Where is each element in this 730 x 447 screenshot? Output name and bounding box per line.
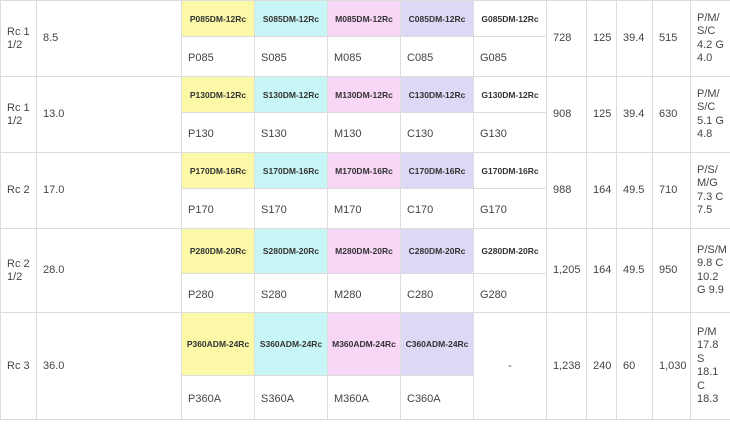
table-row-models: P170 S170 M170 C170 G170 bbox=[1, 188, 730, 229]
spec-n1-cell: 728 bbox=[546, 0, 587, 77]
model-cell: G170 bbox=[473, 188, 547, 229]
model-cell: M360A bbox=[327, 375, 401, 420]
model-cell: G085 bbox=[473, 36, 547, 77]
table-row: Rc 2 1/2 28.0 P280DM-20Rc S280DM-20Rc M280DM… bbox=[0, 228, 730, 313]
model-cell: M130 bbox=[327, 112, 401, 153]
spec-n3-cell: 49.5 bbox=[616, 228, 653, 313]
model-cell: M170 bbox=[327, 188, 401, 229]
spec-n4-cell: 630 bbox=[652, 76, 691, 153]
code-cell: G280DM-20Rc bbox=[473, 228, 547, 274]
code-cell: S280DM-20Rc bbox=[254, 228, 328, 274]
value-cell: 28.0 bbox=[36, 228, 182, 313]
model-cell: C360A bbox=[400, 375, 474, 420]
model-cell: S360A bbox=[254, 375, 328, 420]
spec-n3-cell: 39.4 bbox=[616, 76, 653, 153]
model-cell: S085 bbox=[254, 36, 328, 77]
table-row-models: P280 S280 M280 C280 G280 bbox=[1, 273, 730, 313]
model-cell: P360A bbox=[181, 375, 255, 420]
size-cell: Rc 2 bbox=[0, 152, 37, 229]
model-cell: P170 bbox=[181, 188, 255, 229]
spec-n1-cell: 1,238 bbox=[546, 312, 587, 420]
code-cell: M280DM-20Rc bbox=[327, 228, 401, 274]
spec-n4-cell: 950 bbox=[652, 228, 691, 313]
spec-n3-cell: 39.4 bbox=[616, 0, 653, 77]
code-cell: C085DM-12Rc bbox=[400, 0, 474, 37]
value-cell: 8.5 bbox=[36, 0, 182, 77]
code-cell: S130DM-12Rc bbox=[254, 76, 328, 113]
spec-n2-cell: 125 bbox=[586, 0, 617, 77]
code-cell: C360ADM-24Rc bbox=[400, 312, 474, 376]
code-cell: C130DM-12Rc bbox=[400, 76, 474, 113]
code-cell: M360ADM-24Rc bbox=[327, 312, 401, 376]
model-cell: S280 bbox=[254, 273, 328, 313]
code-cell: P280DM-20Rc bbox=[181, 228, 255, 274]
spec-n3-cell: 60 bbox=[616, 312, 653, 420]
model-cell: S130 bbox=[254, 112, 328, 153]
code-cell: G130DM-12Rc bbox=[473, 76, 547, 113]
code-cell: P130DM-12Rc bbox=[181, 76, 255, 113]
model-cell: M085 bbox=[327, 36, 401, 77]
spec-n2-cell: 164 bbox=[586, 152, 617, 229]
code-cell: C280DM-20Rc bbox=[400, 228, 474, 274]
table-row-models: P360A S360A M360A C360A bbox=[1, 375, 730, 420]
code-cell: M130DM-12Rc bbox=[327, 76, 401, 113]
grade-cell: P/M/ S/C 4.2 G 4.0 bbox=[690, 0, 730, 77]
grade-cell: P/M 17.8 S 18.1 C 18.3 bbox=[690, 312, 730, 420]
spec-n2-cell: 240 bbox=[586, 312, 617, 420]
model-cell: P280 bbox=[181, 273, 255, 313]
spec-n3-cell: 49.5 bbox=[616, 152, 653, 229]
spec-n4-cell: 710 bbox=[652, 152, 691, 229]
value-cell: 13.0 bbox=[36, 76, 182, 153]
code-cell: C170DM-16Rc bbox=[400, 152, 474, 189]
size-cell: Rc 1 1/2 bbox=[0, 0, 37, 77]
spec-n1-cell: 1,205 bbox=[546, 228, 587, 313]
table-row: Rc 3 36.0 P360ADM-24Rc S360ADM-24Rc M360ADM-… bbox=[0, 312, 730, 420]
value-cell: 36.0 bbox=[36, 312, 182, 420]
size-cell: Rc 2 1/2 bbox=[0, 228, 37, 313]
table-row-models: P085 S085 M085 C085 G085 bbox=[1, 36, 730, 77]
value-cell: 17.0 bbox=[36, 152, 182, 229]
model-cell: P085 bbox=[181, 36, 255, 77]
empty-g-cell: - bbox=[473, 312, 547, 420]
model-cell: G280 bbox=[473, 273, 547, 313]
model-cell: P130 bbox=[181, 112, 255, 153]
code-cell: P360ADM-24Rc bbox=[181, 312, 255, 376]
grade-cell: P/M/ S/C 5.1 G 4.8 bbox=[690, 76, 730, 153]
model-cell: M280 bbox=[327, 273, 401, 313]
table-row-models: P130 S130 M130 C130 G130 bbox=[1, 112, 730, 153]
table-row: Rc 2 17.0 P170DM-16Rc S170DM-16Rc M170DM-16R… bbox=[0, 152, 730, 229]
code-cell: M170DM-16Rc bbox=[327, 152, 401, 189]
code-cell: S085DM-12Rc bbox=[254, 0, 328, 37]
model-cell: C085 bbox=[400, 36, 474, 77]
product-spec-table: Rc 1 1/2 8.5 P085DM-12Rc S085DM-12Rc M085DM-… bbox=[0, 0, 730, 420]
spec-n2-cell: 125 bbox=[586, 76, 617, 153]
model-cell: G130 bbox=[473, 112, 547, 153]
spec-n2-cell: 164 bbox=[586, 228, 617, 313]
spec-n1-cell: 908 bbox=[546, 76, 587, 153]
spec-n4-cell: 515 bbox=[652, 0, 691, 77]
code-cell: M085DM-12Rc bbox=[327, 0, 401, 37]
grade-cell: P/S/ M/G 7.3 C 7.5 bbox=[690, 152, 730, 229]
table-row: Rc 1 1/2 13.0 P130DM-12Rc S130DM-12Rc M130DM… bbox=[0, 76, 730, 153]
model-cell: C280 bbox=[400, 273, 474, 313]
grade-cell: P/S/M 9.8 C 10.2 G 9.9 bbox=[690, 228, 730, 313]
spec-n4-cell: 1,030 bbox=[652, 312, 691, 420]
code-cell: P085DM-12Rc bbox=[181, 0, 255, 37]
code-cell: S360ADM-24Rc bbox=[254, 312, 328, 376]
size-cell: Rc 3 bbox=[0, 312, 37, 420]
spec-n1-cell: 988 bbox=[546, 152, 587, 229]
size-cell: Rc 1 1/2 bbox=[0, 76, 37, 153]
code-cell: G085DM-12Rc bbox=[473, 0, 547, 37]
code-cell: P170DM-16Rc bbox=[181, 152, 255, 189]
code-cell: S170DM-16Rc bbox=[254, 152, 328, 189]
model-cell: C170 bbox=[400, 188, 474, 229]
table-row: Rc 1 1/2 8.5 P085DM-12Rc S085DM-12Rc M085DM-… bbox=[0, 0, 730, 77]
code-cell: G170DM-16Rc bbox=[473, 152, 547, 189]
model-cell: C130 bbox=[400, 112, 474, 153]
model-cell: S170 bbox=[254, 188, 328, 229]
